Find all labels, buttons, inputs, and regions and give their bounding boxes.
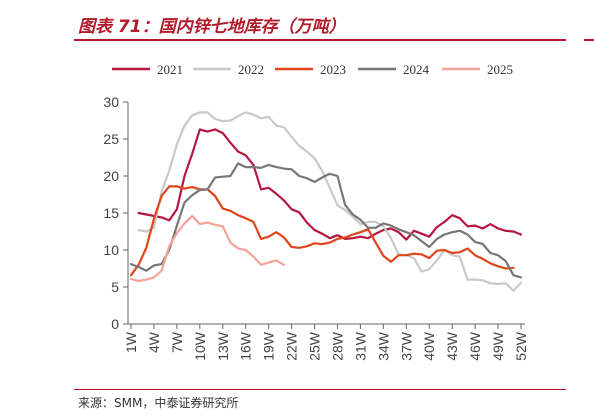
legend-label-2023: 2023 xyxy=(320,62,346,77)
series-line-2025 xyxy=(129,214,285,283)
y-tick-label: 5 xyxy=(111,279,119,295)
x-tick-label: 7W xyxy=(169,331,185,353)
x-tick-label: 25W xyxy=(307,331,323,361)
x-tick-label: 16W xyxy=(238,331,254,361)
page-title: 图表 71：国内锌七地库存（万吨） xyxy=(78,17,346,37)
x-tick-label: 52W xyxy=(513,331,529,361)
title-rule xyxy=(74,39,566,41)
y-tick-label: 30 xyxy=(103,94,119,110)
series-line-2023 xyxy=(129,185,515,277)
y-tick-label: 0 xyxy=(111,316,119,332)
x-tick-label: 43W xyxy=(444,331,460,361)
legend-label-2025: 2025 xyxy=(487,62,513,77)
y-tick-label: 10 xyxy=(103,242,119,258)
x-tick-label: 28W xyxy=(329,331,345,361)
x-tick-label: 22W xyxy=(284,331,300,361)
x-tick-label: 10W xyxy=(192,331,208,361)
y-tick-label: 25 xyxy=(103,131,119,147)
edge-rule xyxy=(584,39,594,41)
x-tick-label: 37W xyxy=(398,331,414,361)
y-tick-label: 15 xyxy=(103,205,119,221)
x-tick-label: 34W xyxy=(375,331,391,361)
source-rule xyxy=(74,389,566,390)
series-line-2021 xyxy=(137,128,523,241)
x-tick-label: 4W xyxy=(146,331,162,353)
x-tick-label: 13W xyxy=(215,331,231,361)
x-tick-label: 40W xyxy=(421,331,437,361)
legend-label-2021: 2021 xyxy=(157,62,183,77)
series-line-2022 xyxy=(137,111,523,292)
x-tick-label: 46W xyxy=(467,331,483,361)
legend-label-2022: 2022 xyxy=(238,62,264,77)
source-note: 来源：SMM，中泰证券研究所 xyxy=(78,396,239,410)
series-line-2024 xyxy=(129,162,523,279)
x-tick-label: 1W xyxy=(123,331,139,353)
x-tick-label: 31W xyxy=(352,331,368,361)
legend-label-2024: 2024 xyxy=(403,62,430,77)
x-tick-label: 49W xyxy=(490,331,506,361)
y-tick-label: 20 xyxy=(103,168,119,184)
x-tick-label: 19W xyxy=(261,331,277,361)
